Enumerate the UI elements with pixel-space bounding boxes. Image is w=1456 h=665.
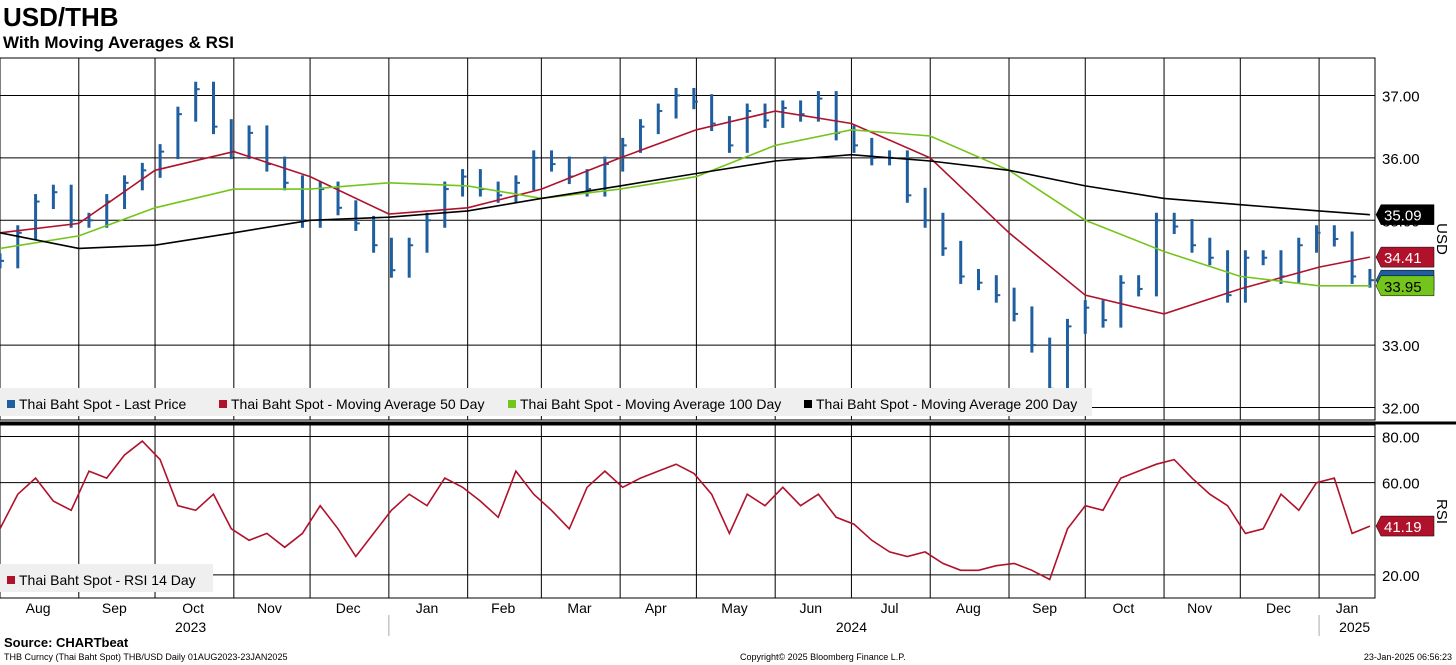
x-tick-label-year: 2025 [1339,619,1370,635]
last-value-tag: 33.95 [1375,275,1435,297]
series-line-ma100 [0,128,1370,287]
copyright-note: Copyright© 2025 Bloomberg Finance L.P. [740,652,906,662]
last-value-tag: 35.09 [1375,204,1435,225]
x-tick-label-month: Jul [881,600,899,616]
last-value-tag-label: 34.41 [1384,250,1422,267]
last-value-tag: 34.41 [1375,246,1435,268]
series-line-ma200 [0,153,1370,250]
rsi-frame [0,424,1376,599]
legend-label: Thai Baht Spot - Last Price [19,396,187,412]
x-tick-label-month: Oct [1112,600,1134,616]
x-tick-label-month: Mar [567,600,591,616]
x-tick-label-month: Jan [1336,600,1359,616]
x-tick-label-month: Aug [26,600,51,616]
x-tick-label-year: 2023 [175,619,206,635]
y-axis-label: RSI [1433,499,1450,524]
legend-swatch [508,400,516,408]
x-tick-label-month: Dec [1266,600,1291,616]
last-value-tag-label: 35.09 [1384,208,1422,225]
x-tick-label-month: Dec [336,600,361,616]
last-value-tag-bg [1375,204,1435,225]
legend-swatch [7,576,15,584]
source-note: Source: CHARTbeat [4,635,129,650]
chart-subtitle: With Moving Averages & RSI [3,33,234,52]
series-line-ma50 [0,110,1371,315]
x-tick-label-year: 2024 [836,619,867,635]
last-value-tag-bg [1375,275,1435,297]
y-tick-label: 20.00 [1382,568,1420,585]
y-axis-label: USD [1433,223,1450,255]
legend-swatch [804,400,812,408]
y-tick-label: 60.00 [1382,476,1420,493]
y-tick-label: 37.00 [1382,88,1420,105]
x-tick-label-month: Aug [956,600,981,616]
chart-title: USD/THB [3,2,119,32]
x-tick-label-month: May [721,600,747,616]
timestamp: 23-Jan-2025 06:56:23 [1363,652,1452,662]
rsi-panel: 80.00 60.00 20.00 RSI 41.19 Thai Baht Spot - … [0,424,1450,599]
x-axis: Aug Sep Oct Nov Dec Jan Feb Mar Apr May Jun Jul Aug S… [0,421,1456,636]
legend-label: Thai Baht Spot - RSI 14 Day [19,572,196,588]
x-tick-label-month: Nov [257,600,282,616]
legend-background [0,388,1092,416]
y-tick-label: 33.00 [1382,338,1420,355]
last-value-tag-label: 41.19 [1384,519,1422,536]
x-tick-label-month: Jan [416,600,439,616]
price-panel: 37.0036.0035.0033.0032.00USD35.0934.4134… [0,57,1450,421]
price-frame [0,57,1376,421]
x-tick-label-month: Feb [491,600,515,616]
last-value-tag-bg [1375,515,1435,537]
price-legend: Thai Baht Spot - Last Price Thai Baht Spo… [0,388,1092,416]
x-tick-label-month: Oct [182,600,204,616]
x-tick-label-month: Nov [1187,600,1212,616]
x-tick-label-month: Apr [645,600,667,616]
legend-swatch [219,400,227,408]
last-value-tag-bg [1375,246,1435,268]
security-description: THB Curncy (Thai Baht Spot) THB/USD Dail… [4,652,288,662]
x-tick-label-month: Sep [102,600,127,616]
legend-label: Thai Baht Spot - Moving Average 100 Day [520,396,781,412]
x-tick-label-month: Sep [1032,600,1057,616]
series-line-rsi [0,440,1371,581]
legend-swatch [7,400,15,408]
legend-label: Thai Baht Spot - Moving Average 200 Day [816,396,1077,412]
y-tick-label: 32.00 [1382,401,1420,418]
last-value-tag-label: 33.95 [1384,279,1422,296]
legend-label: Thai Baht Spot - Moving Average 50 Day [231,396,484,412]
y-tick-label: 80.00 [1382,430,1420,447]
rsi-legend: Thai Baht Spot - RSI 14 Day [0,564,213,592]
x-tick-label-month: Jun [799,600,822,616]
legend-background [0,564,213,592]
last-value-tag: 41.19 [1375,515,1435,537]
y-tick-label: 36.00 [1382,151,1420,168]
